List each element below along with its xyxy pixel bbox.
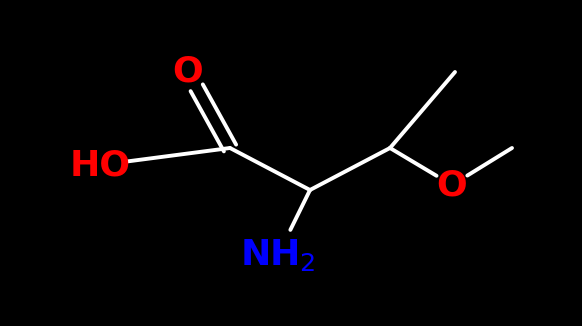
- Text: O: O: [436, 168, 467, 202]
- Text: NH$_2$: NH$_2$: [240, 237, 315, 273]
- Text: O: O: [173, 55, 203, 89]
- Text: HO: HO: [69, 148, 130, 182]
